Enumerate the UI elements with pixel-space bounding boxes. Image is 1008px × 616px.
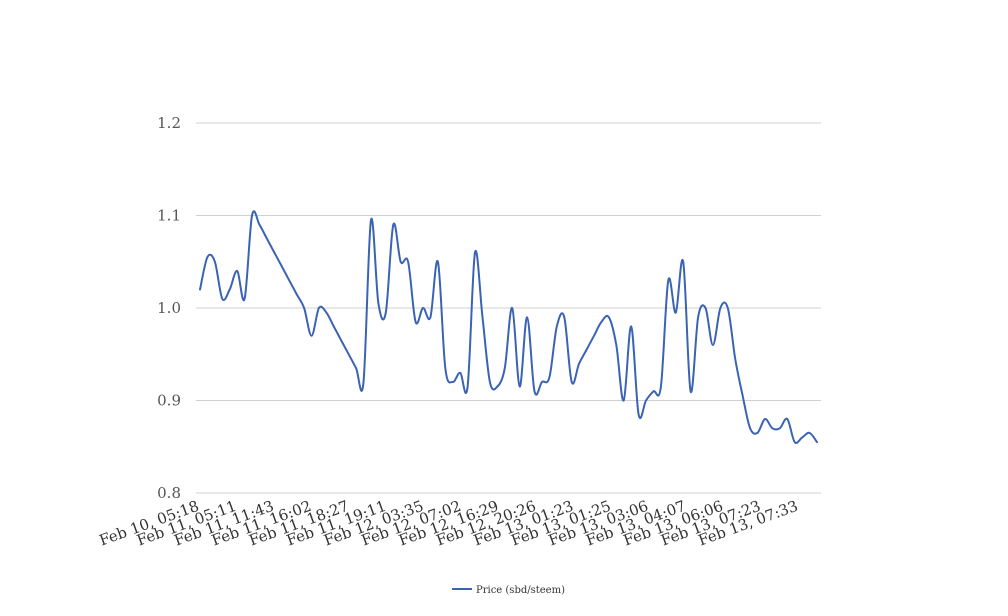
legend-label: Price (sbd/steem) xyxy=(476,585,565,596)
y-tick-label: 0.8 xyxy=(157,484,181,502)
y-tick-label: 1.2 xyxy=(157,114,181,132)
gridlines xyxy=(196,122,821,494)
y-tick-label: 1.0 xyxy=(157,299,181,317)
series-layer xyxy=(199,210,818,444)
y-axis: 0.8 0.9 1.0 1.1 1.2 xyxy=(157,114,181,502)
y-tick-label: 0.9 xyxy=(157,392,181,410)
y-tick-label: 1.1 xyxy=(157,207,181,225)
legend: Price (sbd/steem) xyxy=(452,585,565,596)
series-line xyxy=(199,210,818,444)
